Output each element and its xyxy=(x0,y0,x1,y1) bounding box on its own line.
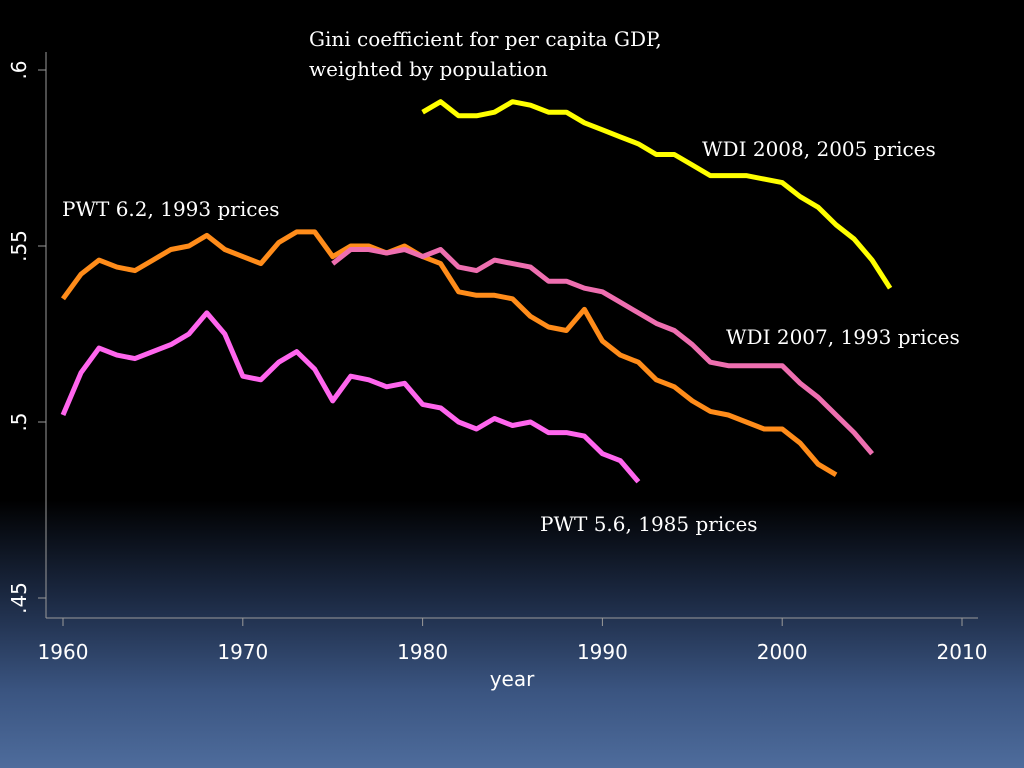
series-layer xyxy=(60,99,893,484)
y-tick-label-2: .55 xyxy=(7,230,31,262)
y-tick-label-0: .45 xyxy=(7,582,31,614)
series-label-pwt-56: PWT 5.6, 1985 prices xyxy=(540,512,758,536)
y-tick-label-1: .5 xyxy=(7,412,31,431)
x-tick-label-2: 1980 xyxy=(397,640,448,664)
x-tick-label-1: 1970 xyxy=(217,640,268,664)
series-line-0 xyxy=(421,99,893,290)
series-label-wdi-2007: WDI 2007, 1993 prices xyxy=(726,325,960,349)
series-line-1 xyxy=(60,229,838,477)
series-label-pwt-62: PWT 6.2, 1993 prices xyxy=(62,197,280,221)
chart-title-line-2: weighted by population xyxy=(309,57,548,81)
x-axis-label: year xyxy=(490,667,535,691)
series-line-2 xyxy=(331,247,875,456)
x-tick-label-3: 1990 xyxy=(577,640,628,664)
x-tick-label-5: 2010 xyxy=(937,640,988,664)
x-ticks: 1960 1970 1980 1990 2000 2010 xyxy=(38,618,988,664)
series-line-3 xyxy=(60,310,641,484)
chart-title-line-1: Gini coefficient for per capita GDP, xyxy=(309,27,662,51)
x-tick-label-0: 1960 xyxy=(38,640,89,664)
x-tick-label-4: 2000 xyxy=(757,640,808,664)
y-ticks: .45 .5 .55 .6 xyxy=(7,60,46,614)
y-tick-label-3: .6 xyxy=(7,60,31,79)
series-label-wdi-2008: WDI 2008, 2005 prices xyxy=(702,137,936,161)
